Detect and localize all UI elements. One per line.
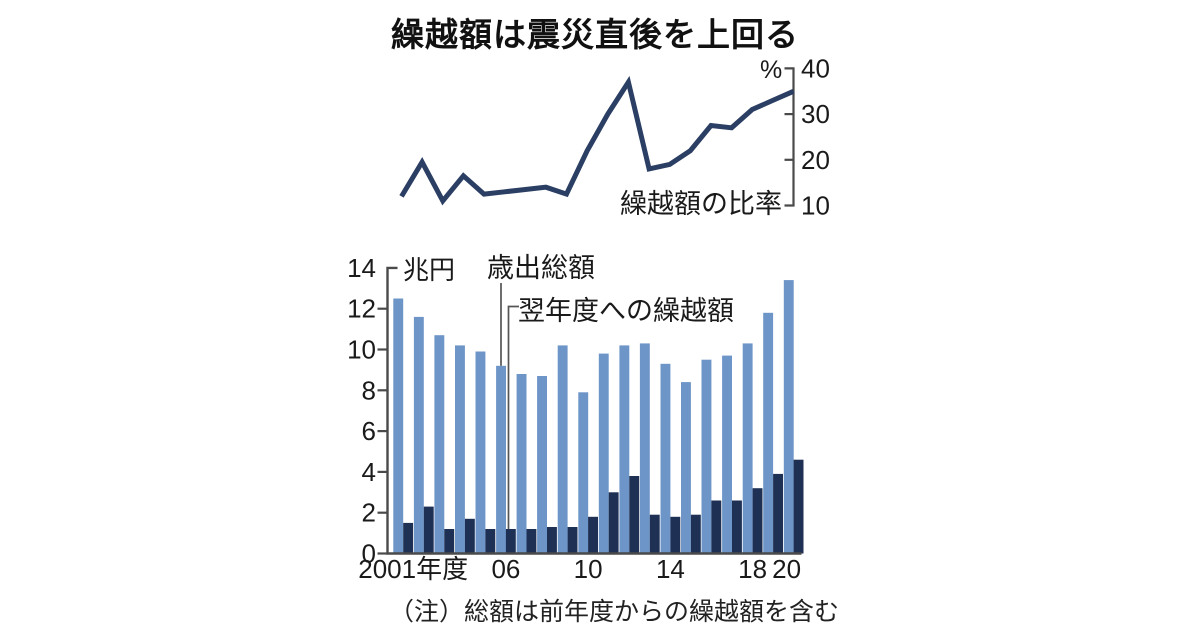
bar-chart-xtick-label-2020: 20 — [772, 554, 801, 584]
percent-unit-label: % — [760, 56, 783, 84]
bar-expenditure-2015 — [681, 382, 691, 554]
bar-carryover-2020 — [793, 459, 804, 554]
bar-carryover-2010 — [588, 516, 598, 554]
bar-expenditure-2012 — [619, 345, 630, 554]
bar-carryover-2007 — [526, 529, 537, 554]
bar-carryover-2016 — [711, 500, 722, 554]
bar-expenditure-2005 — [475, 351, 486, 554]
bar-expenditure-2011 — [598, 353, 609, 554]
legend-carryover-to-next-year: 翌年度への繰越額 — [518, 296, 734, 326]
bar-expenditure-2004 — [455, 345, 465, 554]
bar-carryover-2008 — [547, 527, 557, 554]
bar-carryover-2009 — [567, 527, 578, 554]
bar-carryover-2006 — [505, 529, 516, 554]
bar-expenditure-2009 — [557, 345, 568, 554]
bar-expenditure-2018 — [742, 343, 753, 554]
bar-carryover-2017 — [732, 500, 742, 554]
line-chart-axis — [784, 67, 795, 207]
line-chart-ytick-label-40: 40 — [801, 53, 830, 83]
bar-expenditure-2002 — [413, 316, 424, 554]
bar-expenditure-2013 — [639, 343, 650, 554]
connector-carryover-label — [507, 305, 519, 529]
bar-expenditure-2006 — [496, 365, 506, 554]
bar-chart-xtick-label-2018: 18 — [738, 554, 767, 584]
bar-chart-xtick-label-2010: 10 — [574, 554, 603, 584]
bar-carryover-2011 — [608, 492, 619, 554]
bar-chart-ytick-label-8: 8 — [362, 375, 376, 405]
bar-expenditure-2017 — [722, 355, 732, 554]
bar-expenditure-2001 — [393, 298, 404, 554]
bar-chart-ytick-label-10: 10 — [347, 335, 376, 365]
bar-carryover-2003 — [444, 529, 455, 554]
bar-carryover-2019 — [773, 473, 783, 554]
line-chart-ytick-label-10: 10 — [801, 191, 830, 221]
chart-footnote: （注）総額は前年度からの繰越額を含む — [389, 598, 840, 626]
line-chart-ytick-label-30: 30 — [801, 99, 830, 129]
bar-expenditure-2007 — [516, 374, 527, 554]
bar-chart-xtick-label-2001: 2001年度 — [358, 554, 468, 584]
bar-expenditure-2020 — [783, 280, 794, 554]
bar-expenditure-2019 — [763, 312, 774, 554]
bar-expenditure-2016 — [701, 359, 712, 554]
bar-chart-ytick-label-2: 2 — [362, 498, 376, 528]
bar-expenditure-2003 — [434, 335, 445, 554]
bar-carryover-2012 — [629, 476, 640, 554]
bar-chart-ytick-label-0: 0 — [362, 539, 376, 569]
chart-title: 繰越額は震災直後を上回る — [391, 16, 799, 53]
bar-carryover-2005 — [485, 529, 496, 554]
bar-carryover-2013 — [649, 514, 660, 554]
bar-chart-ytick-label-12: 12 — [347, 294, 376, 324]
legend-total-expenditure: 歳出総額 — [487, 253, 595, 283]
bar-carryover-2002 — [423, 506, 434, 554]
bar-carryover-2015 — [690, 514, 701, 554]
bar-chart-axes — [386, 266, 802, 555]
bar-chart-ytick-label-6: 6 — [362, 416, 376, 446]
bar-chart-xtick-label-2014: 14 — [656, 554, 685, 584]
bar-chart-xtick-label-2006: 06 — [491, 554, 520, 584]
bar-carryover-2001 — [403, 522, 414, 554]
ratio-line-series-label: 繰越額の比率 — [620, 189, 782, 219]
bar-expenditure-2014 — [660, 363, 671, 554]
bar-expenditure-2008 — [537, 376, 547, 554]
bar-carryover-2014 — [670, 516, 681, 554]
bar-chart-ytick-label-14: 14 — [347, 253, 376, 283]
trillion-yen-unit-label: 兆円 — [403, 255, 456, 285]
line-chart-ytick-label-20: 20 — [801, 145, 830, 175]
bar-chart-ytick-label-4: 4 — [362, 457, 376, 487]
bar-carryover-2018 — [752, 488, 763, 554]
bar-expenditure-2010 — [578, 392, 589, 554]
carryover-ratio-line — [399, 75, 795, 206]
bar-carryover-2004 — [464, 518, 475, 554]
